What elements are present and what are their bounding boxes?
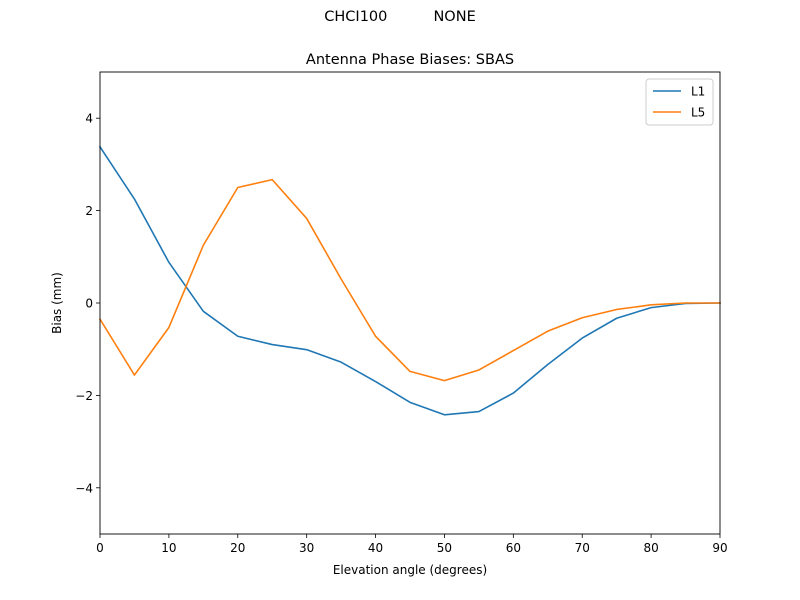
y-tick-label: 4 <box>85 112 93 126</box>
x-tick-label: 40 <box>368 541 383 555</box>
series-line-l5 <box>98 178 721 382</box>
x-tick-label: 10 <box>161 541 176 555</box>
y-tick-label: 2 <box>85 204 93 218</box>
series-line-l1 <box>98 145 721 416</box>
legend-label-l5: L5 <box>691 106 705 120</box>
x-tick-label: 30 <box>299 541 314 555</box>
x-tick-label: 70 <box>575 541 590 555</box>
x-tick-label: 50 <box>437 541 452 555</box>
plot-layer: 0 10 20 30 40 50 60 70 80 90 −4 −2 0 2 4 Antenna Phase … <box>50 52 728 577</box>
axes-frame <box>99 71 721 535</box>
chart-title: Antenna Phase Biases: SBAS <box>306 52 514 68</box>
x-tick-label: 60 <box>506 541 521 555</box>
y-axis-label: Bias (mm) <box>50 272 64 334</box>
x-tick-label: 90 <box>712 541 727 555</box>
legend-label-l1: L1 <box>691 85 705 99</box>
x-tick-label: 80 <box>643 541 658 555</box>
y-tick-label: −2 <box>75 389 93 403</box>
x-axis-label: Elevation angle (degrees) <box>333 563 487 577</box>
y-tick-label: 0 <box>85 297 93 311</box>
y-tick-label: −4 <box>75 481 93 495</box>
figure-suptitle: CHCI100 NONE <box>324 9 476 25</box>
x-tick-label: 0 <box>96 541 104 555</box>
x-tick-label: 20 <box>230 541 245 555</box>
